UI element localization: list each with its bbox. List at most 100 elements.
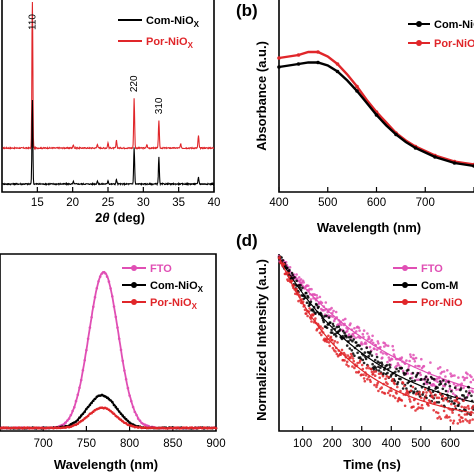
panel-c-point-1-106: [90, 401, 93, 405]
panel-d-point-2: [396, 399, 400, 403]
panel-c-point-1-110: [93, 397, 97, 401]
panel-c-point-1-92: [78, 416, 81, 419]
panel-d-point-0: [409, 353, 412, 356]
panel-c-point-1-142: [121, 414, 124, 417]
panel-d-point-0: [361, 332, 365, 336]
panel-d-point-2: [450, 402, 453, 406]
panel-d-point-0: [471, 390, 474, 394]
panel-d-point-2: [312, 313, 315, 316]
panel-d-point-2: [321, 327, 324, 330]
panel-d-point-0: [376, 340, 380, 343]
panel-d-point-1: [331, 331, 334, 335]
panel-d-point-0: [309, 298, 313, 301]
panel-d-point-1: [463, 396, 467, 400]
panel-d-point-2: [364, 374, 368, 377]
panel-d-point-1: [448, 384, 452, 388]
panel-d-point-2: [365, 366, 369, 370]
panel-c-xtick-label-0: 700: [34, 438, 53, 450]
panel-d-point-2: [423, 388, 427, 391]
panel-a-xlabel: 2θ (deg): [95, 210, 145, 225]
panel-c-point-1-102: [86, 405, 90, 409]
panel-d-point-2: [451, 421, 455, 425]
panel-d-point-1: [453, 386, 457, 390]
panel-d-point-0: [320, 301, 324, 305]
panel-d-point-2: [468, 419, 472, 422]
panel-d-point-1: [447, 380, 450, 384]
panel-d-point-2: [390, 389, 393, 393]
panel-c-point-0-144: [123, 369, 126, 372]
panel-d-point-2: [394, 396, 397, 400]
panel-d-point-1: [351, 352, 355, 355]
panel-d-point-1: [396, 381, 400, 384]
panel-d-point-2: [452, 419, 456, 423]
panel-d-point-2: [388, 394, 392, 397]
panel-d-point-0: [344, 317, 347, 321]
panel-d-point-0: [302, 281, 306, 284]
panel-a-series-0: [2, 1, 215, 151]
panel-c-point-0-74: [62, 423, 66, 426]
panel-d-point-2: [329, 335, 333, 339]
panel-d-point-0: [310, 287, 313, 291]
panel-d-point-2: [360, 373, 363, 377]
panel-c-point-2-140: [119, 418, 123, 422]
panel-d-point-2: [336, 341, 339, 344]
panel-b-point-0-4: [316, 50, 320, 54]
panel-d-point-1: [335, 325, 339, 329]
panel-d-point-2: [437, 396, 441, 400]
panel-d-point-2: [436, 411, 440, 415]
panel-b-xtick-label-0: 400: [269, 197, 288, 209]
panel-b-point-0-6: [335, 62, 340, 66]
panel-d-point-1: [355, 341, 358, 344]
panel-d-point-2: [408, 398, 411, 401]
panel-d-point-2: [333, 340, 337, 343]
panel-c-ticks: 700 750 800 850 900: [34, 426, 226, 450]
panel-b-xtick-label-1: 500: [318, 197, 337, 209]
panel-c-point-0-150: [128, 394, 131, 397]
panel-d-point-1: [305, 291, 308, 295]
panel-c-point-2-250: [214, 427, 218, 430]
panel-d-point-2: [424, 394, 428, 397]
panel-d-point-2: [460, 405, 464, 409]
panel-d-point-2: [287, 271, 291, 275]
panel-d-point-2: [378, 376, 382, 380]
panel-b-series-0: [278, 50, 474, 166]
panel-d-point-0: [362, 329, 366, 332]
panel-d-point-0: [297, 276, 301, 279]
panel-d-point-2: [346, 354, 350, 357]
panel-d-point-0: [383, 342, 387, 345]
panel-d-point-1: [427, 386, 431, 389]
panel-d-point-2: [391, 377, 395, 381]
panel-d-point-1: [315, 303, 319, 307]
panel-d-point-2: [381, 391, 384, 394]
panel-d-point-0: [453, 374, 456, 377]
panel-d-point-1: [361, 358, 365, 362]
panel-d-point-2: [345, 363, 348, 366]
panel-d-point-1: [439, 382, 443, 386]
panel-c-point-1-136: [116, 407, 119, 411]
panel-b-point-1-2: [296, 62, 301, 66]
panel-d-point-0: [390, 358, 394, 361]
panel-d-point-2: [386, 382, 389, 386]
panel-d-point-0: [345, 330, 349, 333]
panel-d-point-1: [325, 326, 329, 330]
panel-d-point-2: [446, 400, 450, 403]
panel-c-point-0-102: [86, 337, 90, 341]
panel-d-point-2: [327, 341, 331, 344]
panel-a-legend: Com-NiOX Por-NiOX: [118, 15, 200, 50]
panel-c-point-0-134: [114, 315, 118, 319]
panel-d-point-2: [444, 396, 448, 400]
panel-d-point-1: [358, 344, 361, 348]
panel-d-point-2: [407, 392, 410, 396]
panel-d-point-0: [417, 378, 421, 382]
panel-d-point-0: [379, 345, 382, 349]
panel-c-point-2-66: [55, 426, 59, 430]
panel-c-point-0-110: [93, 295, 97, 299]
panel-d-point-0: [383, 345, 386, 348]
panel-d-point-1: [329, 321, 332, 324]
panel-d-point-0: [446, 390, 450, 393]
panel-d-point-0: [353, 327, 356, 330]
panel-c-point-1-128: [109, 399, 112, 402]
panel-d-point-1: [457, 404, 460, 408]
panel-b-xtick-label-3: 700: [416, 197, 435, 209]
panel-d-point-0: [373, 347, 376, 351]
